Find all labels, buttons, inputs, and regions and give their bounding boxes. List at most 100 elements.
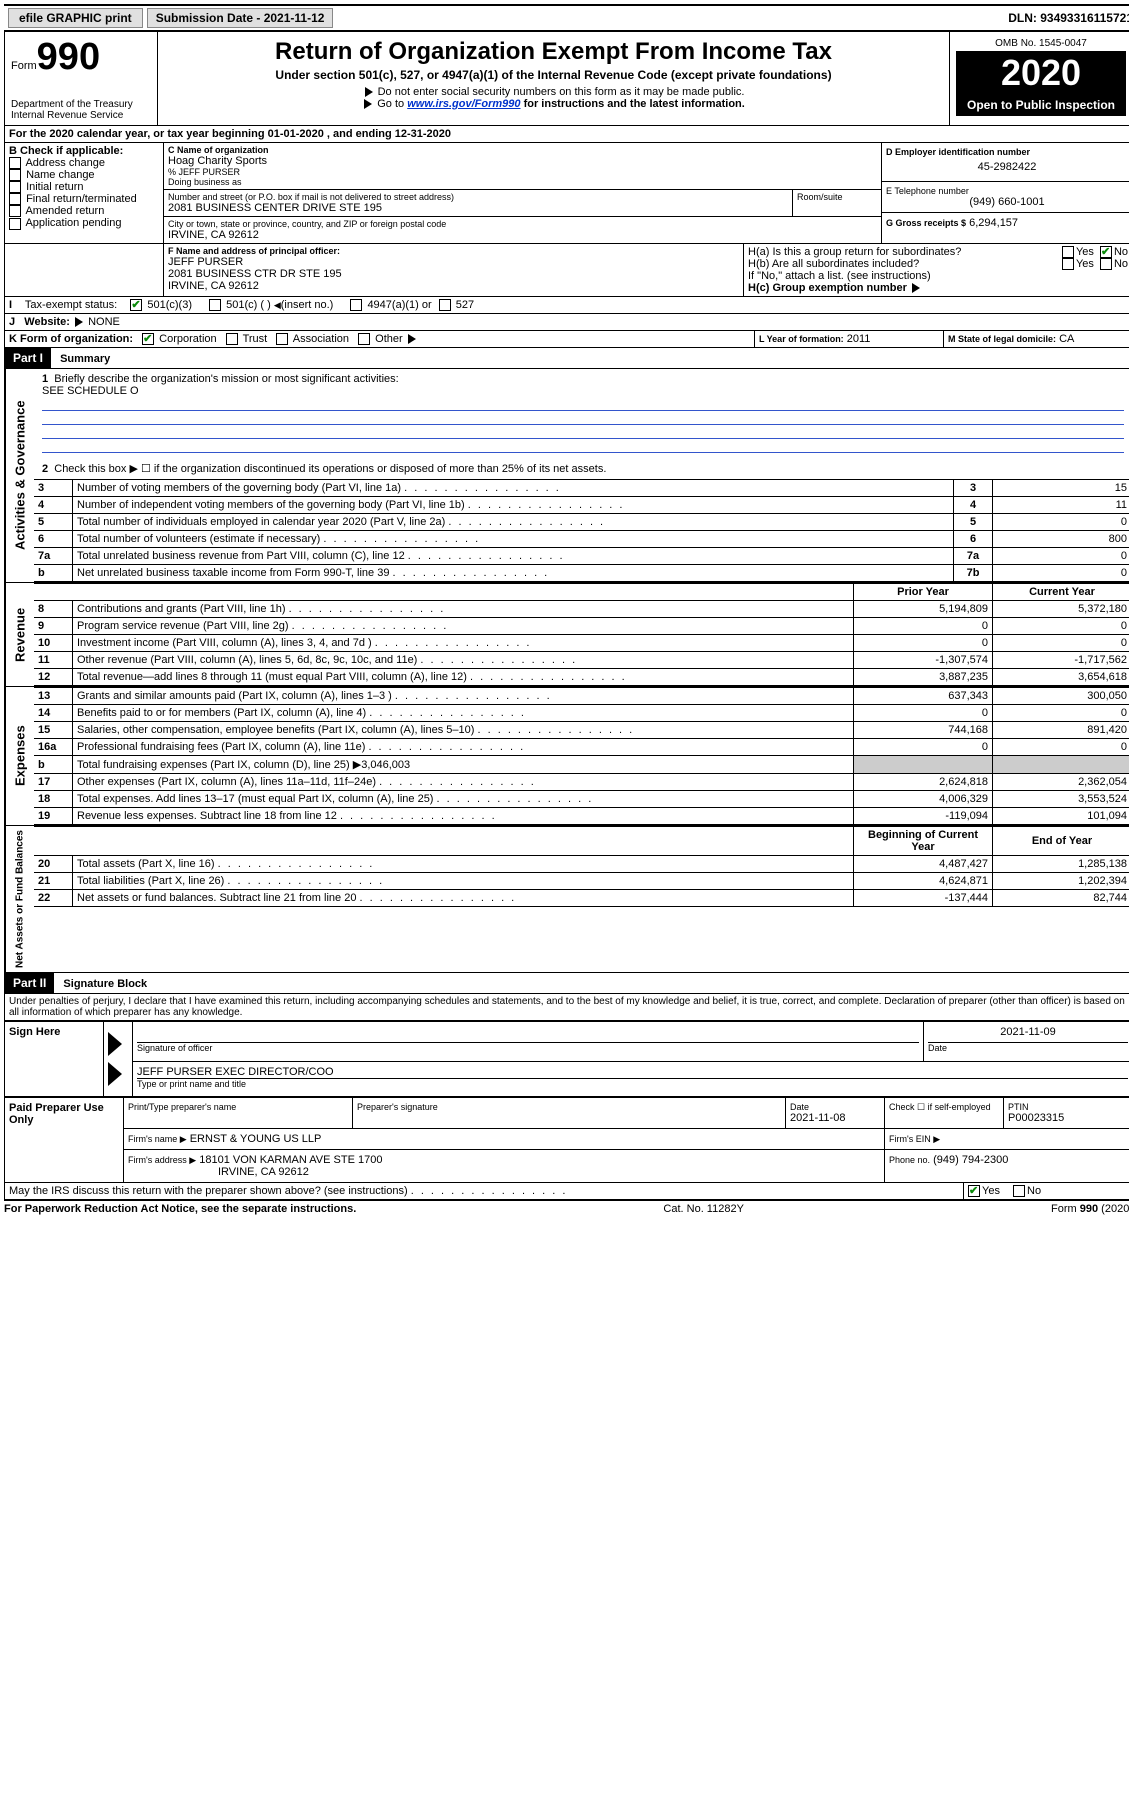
row-prior: 4,487,427 bbox=[854, 856, 993, 873]
discuss-no-checkbox[interactable] bbox=[1013, 1185, 1025, 1197]
form-header: Form990 Department of the Treasury Inter… bbox=[4, 31, 1129, 126]
row-num: 4 bbox=[34, 497, 73, 514]
phone-value: (949) 660-1001 bbox=[886, 196, 1128, 208]
boxb-item: Address change bbox=[25, 157, 105, 169]
q1-answer: SEE SCHEDULE O bbox=[42, 385, 139, 397]
row-box: 3 bbox=[954, 480, 993, 497]
corp-checkbox[interactable] bbox=[142, 333, 154, 345]
row-num: 11 bbox=[34, 652, 73, 669]
row-value: 15 bbox=[993, 480, 1129, 497]
ha-no-checkbox[interactable] bbox=[1100, 246, 1112, 258]
row-num: 7a bbox=[34, 548, 73, 565]
boxb-checkbox[interactable] bbox=[9, 181, 21, 193]
note-ssn: Do not enter social security numbers on … bbox=[378, 86, 745, 98]
row-prior: 4,624,871 bbox=[854, 873, 993, 890]
box-c: C Name of organization Hoag Charity Spor… bbox=[164, 143, 882, 243]
boxb-checkbox[interactable] bbox=[9, 169, 21, 181]
paid-preparer-label: Paid Preparer Use Only bbox=[5, 1098, 124, 1183]
revenue-vlabel: Revenue bbox=[5, 583, 34, 686]
ha-yes-checkbox[interactable] bbox=[1062, 246, 1074, 258]
dln: DLN: 93493316115721 bbox=[1008, 11, 1129, 25]
row-num: 3 bbox=[34, 480, 73, 497]
ptin-label: PTIN bbox=[1008, 1102, 1128, 1112]
501c-label: 501(c) ( ) bbox=[226, 299, 271, 311]
sig-name-value: JEFF PURSER EXEC DIRECTOR/COO bbox=[137, 1066, 1128, 1079]
part2-title: Signature Block bbox=[57, 978, 147, 990]
boxb-checkbox[interactable] bbox=[9, 157, 21, 169]
boxb-item: Initial return bbox=[26, 181, 83, 193]
website-label: Website: bbox=[24, 316, 70, 328]
row-num: 15 bbox=[34, 722, 73, 739]
row-current: 101,094 bbox=[993, 808, 1129, 825]
row-prior: 637,343 bbox=[854, 688, 993, 705]
trust-label: Trust bbox=[243, 333, 268, 345]
firm-ein-label: Firm's EIN ▶ bbox=[889, 1134, 940, 1144]
form990-link[interactable]: www.irs.gov/Form990 bbox=[407, 98, 520, 110]
row-prior: -119,094 bbox=[854, 808, 993, 825]
netassets-vlabel: Net Assets or Fund Balances bbox=[5, 826, 34, 972]
hb-yes-checkbox[interactable] bbox=[1062, 258, 1074, 270]
row-num: 17 bbox=[34, 774, 73, 791]
gross-value: 6,294,157 bbox=[969, 217, 1018, 229]
discuss-yes: Yes bbox=[982, 1185, 1000, 1197]
city-value: IRVINE, CA 92612 bbox=[168, 229, 877, 241]
501c3-checkbox[interactable] bbox=[130, 299, 142, 311]
firm-name-value: ERNST & YOUNG US LLP bbox=[190, 1133, 322, 1145]
row-prior: 4,006,329 bbox=[854, 791, 993, 808]
boxb-item: Application pending bbox=[25, 217, 121, 229]
officer-addr2: IRVINE, CA 92612 bbox=[168, 280, 739, 292]
trust-checkbox[interactable] bbox=[226, 333, 238, 345]
officer-name: JEFF PURSER bbox=[168, 256, 739, 268]
boxb-checkbox[interactable] bbox=[9, 218, 21, 230]
row-box: 7b bbox=[954, 565, 993, 582]
year-formation-value: 2011 bbox=[847, 333, 871, 345]
row-prior: 0 bbox=[854, 705, 993, 722]
row-current: -1,717,562 bbox=[993, 652, 1129, 669]
other-label: Other bbox=[375, 333, 403, 345]
hc-label: H(c) Group exemption number bbox=[748, 282, 907, 294]
row-text: Program service revenue (Part VIII, line… bbox=[73, 618, 854, 635]
row-value: 11 bbox=[993, 497, 1129, 514]
ptin-value: P00023315 bbox=[1008, 1112, 1128, 1124]
paid-preparer-block: Paid Preparer Use Only Print/Type prepar… bbox=[4, 1097, 1129, 1183]
row-value: 800 bbox=[993, 531, 1129, 548]
part2-header-row: Part II Signature Block bbox=[4, 973, 1129, 994]
efile-label: efile GRAPHIC print bbox=[8, 8, 143, 28]
boxb-item: Name change bbox=[26, 169, 95, 181]
open-inspection: Open to Public Inspection bbox=[956, 94, 1126, 116]
other-checkbox[interactable] bbox=[358, 333, 370, 345]
row-current bbox=[993, 756, 1129, 774]
discuss-yes-checkbox[interactable] bbox=[968, 1185, 980, 1197]
row-current: 0 bbox=[993, 635, 1129, 652]
prep-name-label: Print/Type preparer's name bbox=[128, 1102, 348, 1112]
prep-self-label: Check ☐ if self-employed bbox=[889, 1102, 999, 1113]
527-checkbox[interactable] bbox=[439, 299, 451, 311]
501c-checkbox[interactable] bbox=[209, 299, 221, 311]
row-num: 14 bbox=[34, 705, 73, 722]
state-domicile-value: CA bbox=[1059, 333, 1074, 345]
line-a: For the 2020 calendar year, or tax year … bbox=[4, 126, 1129, 143]
row-text: Number of independent voting members of … bbox=[73, 497, 954, 514]
row-num: b bbox=[34, 565, 73, 582]
discuss-q: May the IRS discuss this return with the… bbox=[9, 1185, 408, 1197]
row-num: 21 bbox=[34, 873, 73, 890]
row-text: Other revenue (Part VIII, column (A), li… bbox=[73, 652, 854, 669]
hb-no-checkbox[interactable] bbox=[1100, 258, 1112, 270]
assoc-checkbox[interactable] bbox=[276, 333, 288, 345]
row-text: Number of voting members of the governin… bbox=[73, 480, 954, 497]
4947-checkbox[interactable] bbox=[350, 299, 362, 311]
footer-form: 990 bbox=[1080, 1203, 1098, 1215]
row-num: 5 bbox=[34, 514, 73, 531]
row-text: Professional fundraising fees (Part IX, … bbox=[73, 739, 854, 756]
row-text: Total number of individuals employed in … bbox=[73, 514, 954, 531]
boxb-checkbox[interactable] bbox=[9, 205, 21, 217]
city-label: City or town, state or province, country… bbox=[168, 219, 877, 229]
box-b-label: B Check if applicable: bbox=[9, 145, 159, 157]
row-current: 300,050 bbox=[993, 688, 1129, 705]
tax-exempt-row: I Tax-exempt status: 501(c)(3) 501(c) ( … bbox=[4, 297, 1129, 314]
boxb-checkbox[interactable] bbox=[9, 193, 21, 205]
footer-row: For Paperwork Reduction Act Notice, see … bbox=[4, 1200, 1129, 1215]
boxb-item: Final return/terminated bbox=[26, 193, 137, 205]
expenses-table: 13Grants and similar amounts paid (Part … bbox=[34, 687, 1129, 825]
row-current: 2,362,054 bbox=[993, 774, 1129, 791]
